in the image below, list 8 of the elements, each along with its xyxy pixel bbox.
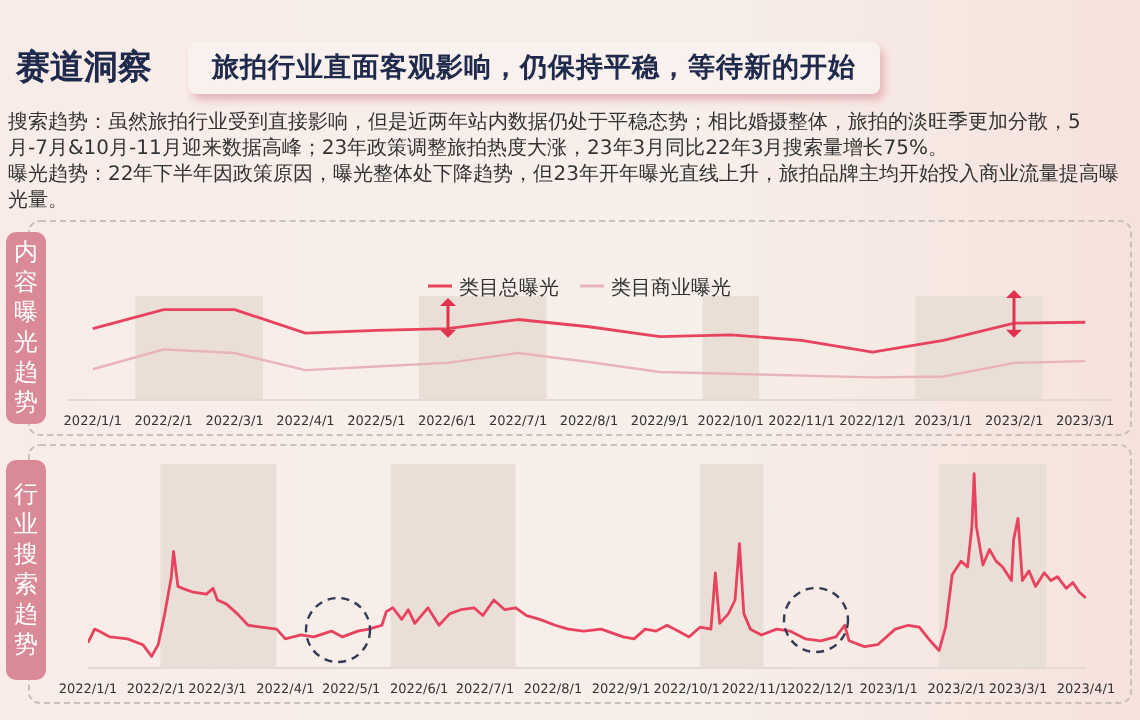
series-label: 类目总曝光 [459, 278, 559, 300]
text: 搜索趋势：虽然旅拍行业受到直接影响，但是近两年站内数据仍处于平稳态势；相比婚摄整体，旅拍的淡旺季更加分散，5月-7月&10月-11月迎来数据高峰；23年政策调整旅拍热度大涨，23年3月同比22年3月搜索量增长75%。 [8, 112, 1083, 162]
y-axis-title: 行业搜索趋势 [14, 480, 38, 660]
y-axis-title: 内容曝光趋势 [14, 238, 38, 418]
legend-label: 类目商业曝光 [611, 278, 731, 300]
text: 曝光趋势：22年下半年因政策原因，曝光整体处下降趋势，但23年开年曝光直线上升，旅拍品牌主均开始投入商业流量提高曝光量。 [8, 164, 1120, 214]
chart-subtitle: 旅拍行业直面客观影响，仍保持平稳，等待新的开始 [188, 42, 880, 94]
chart-title: 赛道洞察 [16, 46, 152, 90]
